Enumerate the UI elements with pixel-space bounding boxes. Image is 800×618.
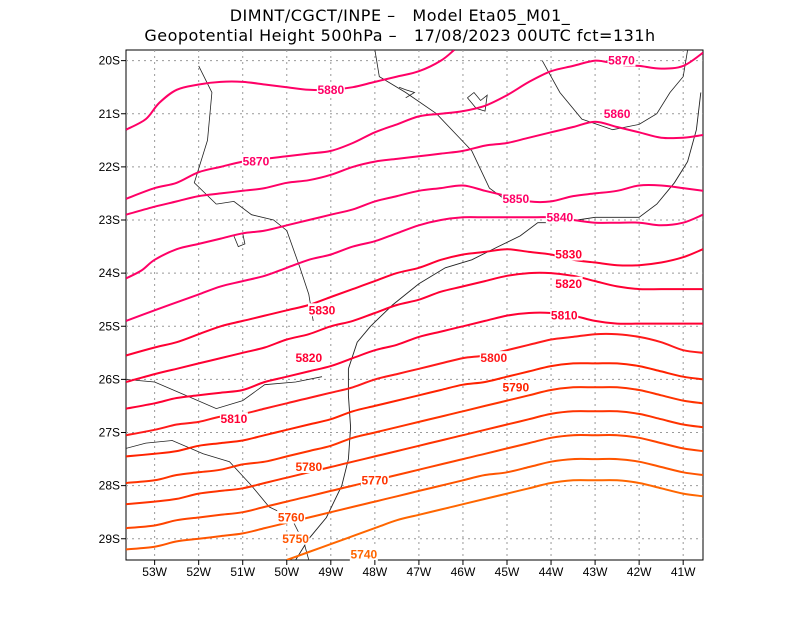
lat-tick-label: 29S	[99, 532, 120, 546]
coastline	[295, 368, 352, 560]
lon-tick-label: 48W	[363, 565, 388, 579]
contour-labels: 5880 5870 5870 5860 5850 5840 5830 5830 5820 5820…	[219, 53, 636, 562]
map-title-line-1: DIMNT/CGCT/INPE – Model Eta05_M01_	[229, 6, 571, 25]
state-border	[193, 65, 217, 205]
lon-tick-label: 53W	[142, 565, 167, 579]
lat-tick-label: 27S	[99, 426, 120, 440]
contour-label-bg	[294, 351, 323, 365]
contour-label-bg	[294, 460, 323, 474]
lon-tick-label: 52W	[186, 565, 211, 579]
contour-label: 5740	[350, 548, 377, 562]
contour-label-bg	[554, 247, 583, 261]
contour-5830	[126, 248, 703, 357]
contour-5840	[126, 213, 703, 322]
lon-tick-label: 51W	[230, 565, 255, 579]
contour-label: 5830	[309, 303, 336, 317]
contour-label: 5810	[551, 309, 578, 323]
lon-tick-label: 42W	[627, 565, 652, 579]
lat-tick-label: 25S	[99, 319, 120, 333]
contour-label: 5840	[546, 210, 573, 224]
lon-tick-label: 41W	[671, 565, 696, 579]
state-border	[126, 376, 323, 410]
contour-label: 5820	[555, 277, 582, 291]
contour-label-bg	[479, 351, 508, 365]
gridlines	[126, 50, 703, 560]
lon-tick-label: 44W	[539, 565, 564, 579]
lat-tick-label: 26S	[99, 372, 120, 386]
lat-tick-label: 23S	[99, 213, 120, 227]
map-title-line-2: Geopotential Height 500hPa – 17/08/2023 …	[144, 26, 656, 45]
contour-label: 5850	[502, 192, 529, 206]
contour-label-bg	[603, 106, 632, 120]
contour-5880	[126, 50, 455, 131]
lat-tick-label: 28S	[99, 479, 120, 493]
contour-label: 5830	[555, 248, 582, 262]
lon-tick-label: 47W	[407, 565, 432, 579]
contour-5800	[126, 332, 703, 437]
contour-5740	[286, 479, 703, 560]
contour-5770	[126, 410, 703, 506]
contour-label-bg	[607, 53, 636, 67]
contour-5760	[126, 433, 703, 530]
contours	[126, 50, 703, 560]
contour-5790	[126, 362, 703, 458]
contour-5870	[126, 51, 703, 200]
contour-label: 5870	[608, 54, 635, 68]
lon-tick-label: 46W	[451, 565, 476, 579]
contour-label: 5770	[362, 473, 389, 487]
contour-label-bg	[501, 191, 530, 205]
plot-frame	[125, 49, 704, 561]
contour-label: 5870	[243, 155, 270, 169]
contour-label-bg	[360, 473, 389, 487]
state-border	[541, 50, 688, 131]
lat-tick-label: 20S	[99, 54, 120, 68]
contour-label: 5780	[295, 460, 322, 474]
state-border	[216, 200, 314, 321]
contour-5780	[126, 386, 703, 484]
lake-outline	[233, 233, 246, 248]
lon-tick-label: 45W	[495, 565, 520, 579]
contour-label: 5810	[221, 412, 248, 426]
contour-label-bg	[349, 547, 378, 561]
lon-tick-label: 50W	[274, 565, 299, 579]
contour-label-bg	[219, 412, 248, 426]
lat-tick-label: 24S	[99, 266, 120, 280]
state-border	[374, 50, 512, 205]
lon-tick-label: 43W	[583, 565, 608, 579]
contour-label-bg	[281, 531, 310, 545]
contour-label-bg	[277, 510, 306, 524]
contour-5820	[126, 271, 703, 383]
contour-5750	[126, 457, 703, 551]
contour-label-bg	[550, 308, 579, 322]
contour-label-bg	[501, 380, 530, 394]
contour-label-bg	[545, 210, 574, 224]
lat-tick-label: 21S	[99, 107, 120, 121]
lake-outline	[398, 86, 416, 99]
axis-ticks: 53W 52W 51W 50W 49W 48W 47W 46W 45W 44W 43W 42W 41W 2…	[99, 54, 697, 579]
contour-5850	[126, 183, 703, 280]
contour-label: 5760	[278, 511, 305, 525]
contour-label: 5750	[282, 532, 309, 546]
contour-label: 5820	[295, 351, 322, 365]
contour-label-bg	[554, 276, 583, 290]
contour-label: 5880	[317, 83, 344, 97]
contour-5860	[126, 120, 703, 216]
lat-tick-label: 22S	[99, 160, 120, 174]
lon-tick-label: 49W	[318, 565, 343, 579]
state-border	[126, 440, 310, 560]
contour-5810	[126, 311, 703, 410]
contour-label-bg	[241, 154, 270, 168]
contour-label: 5860	[604, 107, 631, 121]
contour-label-bg	[316, 82, 345, 96]
contour-label-bg	[308, 303, 337, 317]
contour-label: 5800	[480, 351, 507, 365]
contour-label: 5790	[502, 380, 529, 394]
